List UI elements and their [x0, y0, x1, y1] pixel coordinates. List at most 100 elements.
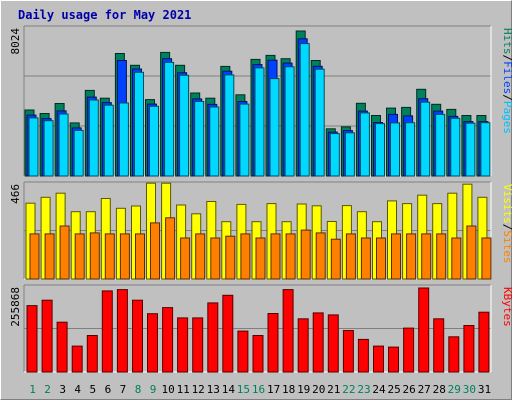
bar-sites-10	[165, 217, 176, 280]
x-tick-label: 2	[44, 383, 51, 396]
series-legend: Hits/Files/Pages	[501, 28, 512, 134]
x-tick-label: 13	[207, 383, 220, 396]
bar-sites-15	[240, 233, 251, 280]
x-tick-label: 3	[59, 383, 66, 396]
bar-sites-28	[436, 233, 447, 280]
bar-sites-26	[406, 233, 417, 280]
bar-kbytes-12	[192, 317, 204, 373]
bar-kbytes-29	[448, 336, 460, 373]
bar-kbytes-24	[373, 345, 384, 373]
bar-sites-25	[391, 233, 401, 280]
series-legend: KBytes	[501, 287, 512, 327]
bar-pages-20	[314, 68, 325, 177]
x-tick-label: 26	[402, 383, 415, 396]
bar-sites-11	[180, 237, 191, 280]
legend-label: /	[501, 94, 512, 101]
bar-pages-26	[405, 122, 416, 177]
bar-pages-27	[420, 101, 431, 177]
x-tick-label: 24	[372, 383, 386, 396]
bar-kbytes-31	[478, 311, 490, 373]
bar-pages-22	[344, 132, 355, 177]
bar-sites-23	[360, 237, 371, 280]
bar-kbytes-22	[342, 330, 354, 373]
x-tick-label: 28	[433, 383, 446, 396]
bar-sites-29	[451, 237, 462, 280]
bar-kbytes-23	[357, 338, 369, 373]
x-tick-label: 21	[327, 383, 340, 396]
x-tick-label: 30	[463, 383, 476, 396]
bar-pages-30	[465, 122, 476, 177]
bar-sites-22	[345, 233, 356, 280]
bar-pages-9	[149, 105, 159, 177]
series-sites	[29, 217, 492, 280]
bar-kbytes-28	[433, 318, 445, 373]
panel-kbytes: 255868 KBytes	[9, 284, 512, 373]
bar-kbytes-3	[56, 321, 68, 373]
bar-sites-21	[330, 238, 341, 280]
bar-pages-5	[88, 99, 99, 177]
bar-kbytes-15	[237, 330, 249, 373]
panel-visits-sites: 466 Visits/Sites	[9, 181, 512, 280]
bar-pages-29	[450, 117, 461, 177]
x-tick-label: 23	[357, 383, 370, 396]
bar-kbytes-27	[418, 287, 430, 373]
bar-sites-3	[59, 225, 70, 280]
legend-label: /	[501, 224, 512, 231]
x-tick-label: 5	[89, 383, 96, 396]
bar-sites-18	[285, 233, 296, 280]
x-tick-label: 1	[29, 383, 36, 396]
bar-kbytes-2	[41, 299, 53, 373]
bar-kbytes-19	[297, 318, 309, 373]
bar-kbytes-7	[116, 289, 128, 373]
bar-pages-11	[179, 74, 190, 177]
x-tick-label: 15	[237, 383, 250, 396]
x-tick-label: 10	[161, 383, 174, 396]
x-tick-label: 4	[74, 383, 81, 396]
x-tick-label: 6	[105, 383, 112, 396]
y-max-label: 466	[9, 184, 22, 204]
bar-kbytes-6	[101, 290, 113, 373]
bar-pages-18	[284, 66, 295, 177]
bar-kbytes-5	[86, 335, 98, 373]
bar-pages-16	[254, 67, 265, 177]
bar-sites-8	[135, 233, 145, 280]
bar-kbytes-14	[222, 294, 234, 373]
x-tick-label: 12	[192, 383, 205, 396]
bar-kbytes-8	[132, 299, 143, 373]
x-tick-label: 22	[342, 383, 355, 396]
bar-pages-10	[164, 61, 175, 177]
legend-label: KBytes	[501, 287, 512, 327]
bar-kbytes-9	[147, 313, 158, 373]
bar-pages-17	[269, 78, 280, 177]
bar-sites-7	[119, 233, 130, 280]
bar-sites-20	[315, 232, 326, 280]
series-legend: Visits/Sites	[501, 184, 512, 264]
series-kbytes	[26, 287, 490, 373]
bar-kbytes-20	[312, 312, 324, 373]
bar-pages-31	[480, 122, 491, 177]
x-tick-label: 17	[267, 383, 280, 396]
bar-kbytes-25	[388, 346, 399, 373]
bar-sites-27	[421, 233, 432, 280]
x-tick-label: 14	[222, 383, 236, 396]
y-max-label: 8024	[9, 28, 22, 55]
y-max-label: 255868	[9, 287, 22, 327]
bar-pages-19	[299, 43, 310, 177]
x-tick-label: 31	[478, 383, 491, 396]
bar-pages-28	[435, 113, 446, 177]
bar-pages-6	[103, 104, 114, 177]
x-tick-label: 25	[387, 383, 400, 396]
bar-kbytes-4	[71, 345, 83, 373]
legend-label: Files	[501, 61, 512, 94]
bar-sites-1	[29, 233, 40, 280]
x-tick-label: 11	[177, 383, 190, 396]
bar-pages-7	[118, 102, 129, 177]
x-tick-label: 27	[418, 383, 431, 396]
legend-label: Visits	[501, 184, 512, 224]
bar-sites-2	[44, 233, 55, 280]
bar-sites-5	[89, 232, 100, 280]
legend-label: Sites	[501, 230, 512, 263]
series-pages	[28, 43, 491, 177]
legend-label: /	[501, 55, 512, 62]
x-tick-label: 7	[120, 383, 127, 396]
